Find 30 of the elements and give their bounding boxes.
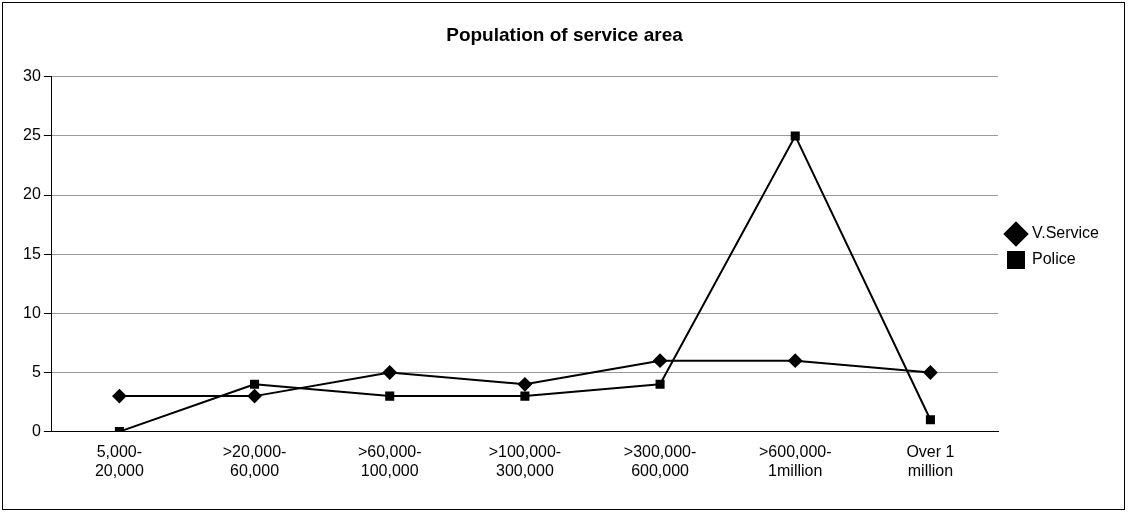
x-tick-label: >60,000-100,000 bbox=[357, 442, 422, 479]
y-tick-label: 30 bbox=[23, 67, 41, 85]
x-tick-label: >600,000-1million bbox=[758, 442, 832, 479]
x-tick-label: >20,000-60,000 bbox=[222, 442, 287, 479]
x-tick-label: >100,000-300,000 bbox=[488, 442, 562, 479]
point bbox=[653, 353, 668, 368]
y-tick-label: 25 bbox=[23, 126, 41, 144]
chart-title: Population of service area bbox=[446, 23, 684, 45]
legend-label: Police bbox=[1032, 250, 1076, 268]
point bbox=[385, 391, 395, 401]
y-tick-label: 20 bbox=[23, 185, 41, 203]
point bbox=[250, 379, 260, 389]
point bbox=[925, 415, 935, 425]
x-tick-label: >300,000-600,000 bbox=[623, 442, 697, 479]
point bbox=[788, 353, 803, 368]
point bbox=[655, 379, 665, 389]
point bbox=[517, 377, 532, 392]
y-tick-label: 0 bbox=[31, 422, 41, 440]
y-tick-label: 5 bbox=[31, 362, 41, 380]
point bbox=[520, 391, 530, 401]
point bbox=[923, 365, 938, 380]
y-tick-label: 15 bbox=[23, 244, 41, 262]
legend-label: V.Service bbox=[1032, 224, 1100, 242]
x-tick-label: Over 1 million bbox=[906, 442, 955, 479]
point bbox=[247, 389, 262, 404]
point bbox=[382, 365, 397, 380]
x-tick-label: 5,000-20,000 bbox=[94, 442, 144, 479]
point bbox=[112, 389, 127, 404]
point bbox=[790, 131, 800, 141]
y-tick-label: 10 bbox=[23, 303, 41, 321]
